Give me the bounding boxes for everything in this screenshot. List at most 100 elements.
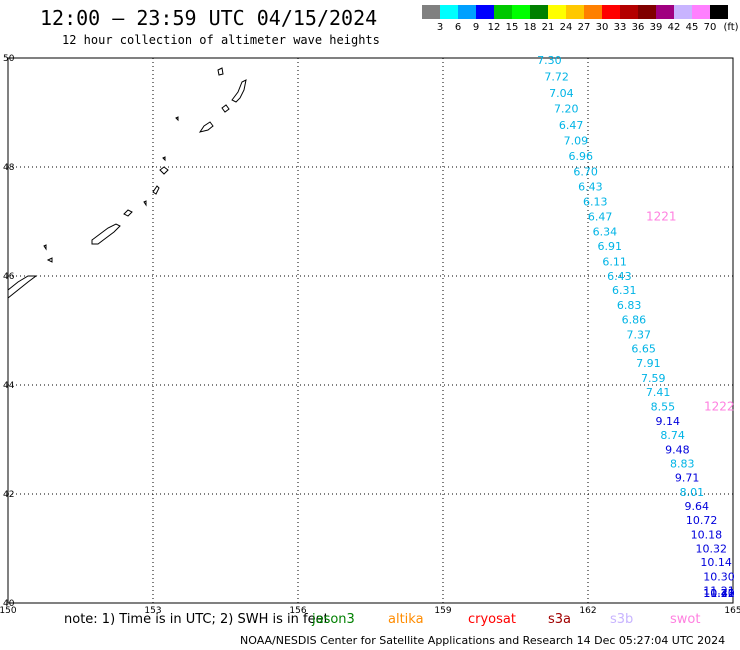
island-kunashir [91, 223, 121, 245]
island-shiashkotan [198, 121, 214, 133]
legend-label: 9 [472, 22, 480, 33]
swh-value: 6.91 [598, 240, 623, 253]
legend-swatch [710, 5, 728, 19]
swh-value: 6.11 [602, 255, 627, 268]
swh-value: 10.18 [691, 528, 723, 541]
legend-swatch [530, 5, 548, 19]
graticule [8, 58, 733, 603]
legend-label: 15 [505, 22, 519, 33]
swh-value: 6.34 [593, 225, 618, 238]
swh-value: 9.71 [675, 472, 700, 485]
legend-label: 21 [541, 22, 555, 33]
legend-label: 30 [595, 22, 609, 33]
swh-value: 6.83 [617, 299, 642, 312]
lon-tick-label: 156 [289, 606, 306, 616]
legend-label: 18 [523, 22, 537, 33]
lat-tick-label: 50 [3, 54, 15, 64]
credit-line: NOAA/NESDIS Center for Satellite Applica… [240, 634, 726, 647]
island-habomai [46, 257, 53, 263]
legend-swatch [476, 5, 494, 19]
swh-value: 7.72 [544, 71, 569, 84]
pass-time-label: 1222 [704, 399, 735, 413]
swh-value: 9.14 [656, 415, 681, 428]
legend-swatch [638, 5, 656, 19]
swh-value: 7.59 [641, 372, 666, 385]
swh-value: 10.30 [703, 570, 735, 583]
swh-value: 11.21 [703, 584, 735, 597]
swh-value: 8.01 [680, 486, 705, 499]
island-onekotan [221, 104, 230, 113]
altimeter-track: 7.307.727.047.206.477.096.966.706.436.13… [537, 54, 735, 600]
swh-value: 6.43 [578, 181, 603, 194]
swh-value: 6.43 [607, 270, 632, 283]
lon-tick-label: 162 [579, 606, 596, 616]
legend-swatch [440, 5, 458, 19]
lat-tick-label: 44 [3, 381, 15, 391]
lon-tick-label: 159 [434, 606, 451, 616]
lon-tick-label: 150 [0, 606, 17, 616]
island-iturup [123, 209, 133, 217]
legend-swatch [584, 5, 602, 19]
swh-value: 6.47 [559, 119, 584, 132]
legend-swatch [620, 5, 638, 19]
lon-tick-label: 165 [724, 606, 740, 616]
satellite-s3b: s3b [610, 612, 634, 627]
legend-label: 36 [631, 22, 645, 33]
chart-title: 12:00 – 23:59 UTC 04/15/2024 [40, 6, 378, 30]
swh-value: 6.96 [569, 150, 594, 163]
swh-value: 10.14 [700, 556, 732, 569]
swh-value: 7.09 [564, 134, 589, 147]
island-shikotan [43, 244, 47, 251]
legend-swatch [512, 5, 530, 19]
coastline-kuril-islands [7, 67, 247, 299]
lat-tick-label: 46 [3, 272, 15, 282]
legend-swatch [422, 5, 440, 19]
lat-tick-label: 48 [3, 163, 15, 173]
footnote: note: 1) Time is in UTC; 2) SWH is in fe… [64, 612, 329, 627]
swh-value: 10.23 [703, 587, 735, 600]
island-small-a [175, 116, 179, 122]
legend-label: 24 [559, 22, 573, 33]
legend-label: 39 [649, 22, 663, 33]
legend-label: 42 [667, 22, 681, 33]
island-paramushir [231, 79, 247, 103]
legend-label: 33 [613, 22, 627, 33]
lat-tick-label: 40 [3, 599, 15, 609]
chart-subtitle: 12 hour collection of altimeter wave hei… [62, 33, 380, 47]
swh-value: 7.37 [627, 328, 652, 341]
legend-label: 45 [685, 22, 699, 33]
island-small-b [162, 156, 166, 162]
island-urup-south [143, 200, 147, 207]
swh-value: 8.55 [651, 400, 676, 413]
island-shumshu [217, 67, 224, 76]
legend-label: 12 [487, 22, 501, 33]
island-simushir [159, 166, 169, 175]
satellite-jason3: jason3 [312, 612, 355, 627]
axis-labels: 150 153 156 159 162 165 50 48 46 44 42 40 [0, 54, 740, 616]
legend-swatch [494, 5, 512, 19]
swh-value: 11.30 [703, 587, 735, 600]
legend-swatch [656, 5, 674, 19]
swh-value: 7.91 [636, 357, 661, 370]
swh-value: 7.20 [554, 103, 579, 116]
coast-hokkaido [7, 275, 38, 299]
swh-value: 6.65 [631, 342, 656, 355]
satellite-s3a: s3a [548, 612, 572, 627]
swh-value: 10.72 [686, 514, 718, 527]
legend-swatch [566, 5, 584, 19]
legend-swatch [602, 5, 620, 19]
swh-value: 6.31 [612, 284, 637, 297]
swh-value: 8.74 [660, 429, 685, 442]
swh-value: 6.13 [583, 195, 608, 208]
pass-time-label: 1221 [646, 210, 677, 224]
swh-value: 8.83 [670, 457, 695, 470]
swh-value: 6.86 [622, 314, 647, 327]
legend-label: 27 [577, 22, 591, 33]
swh-value: 6.70 [573, 165, 598, 178]
swh-value: 9.64 [685, 500, 710, 513]
satellite-swot: swot [670, 612, 701, 627]
satellite-altika: altika [388, 612, 424, 627]
legend-swatch [674, 5, 692, 19]
swh-value: 10.32 [696, 543, 728, 556]
